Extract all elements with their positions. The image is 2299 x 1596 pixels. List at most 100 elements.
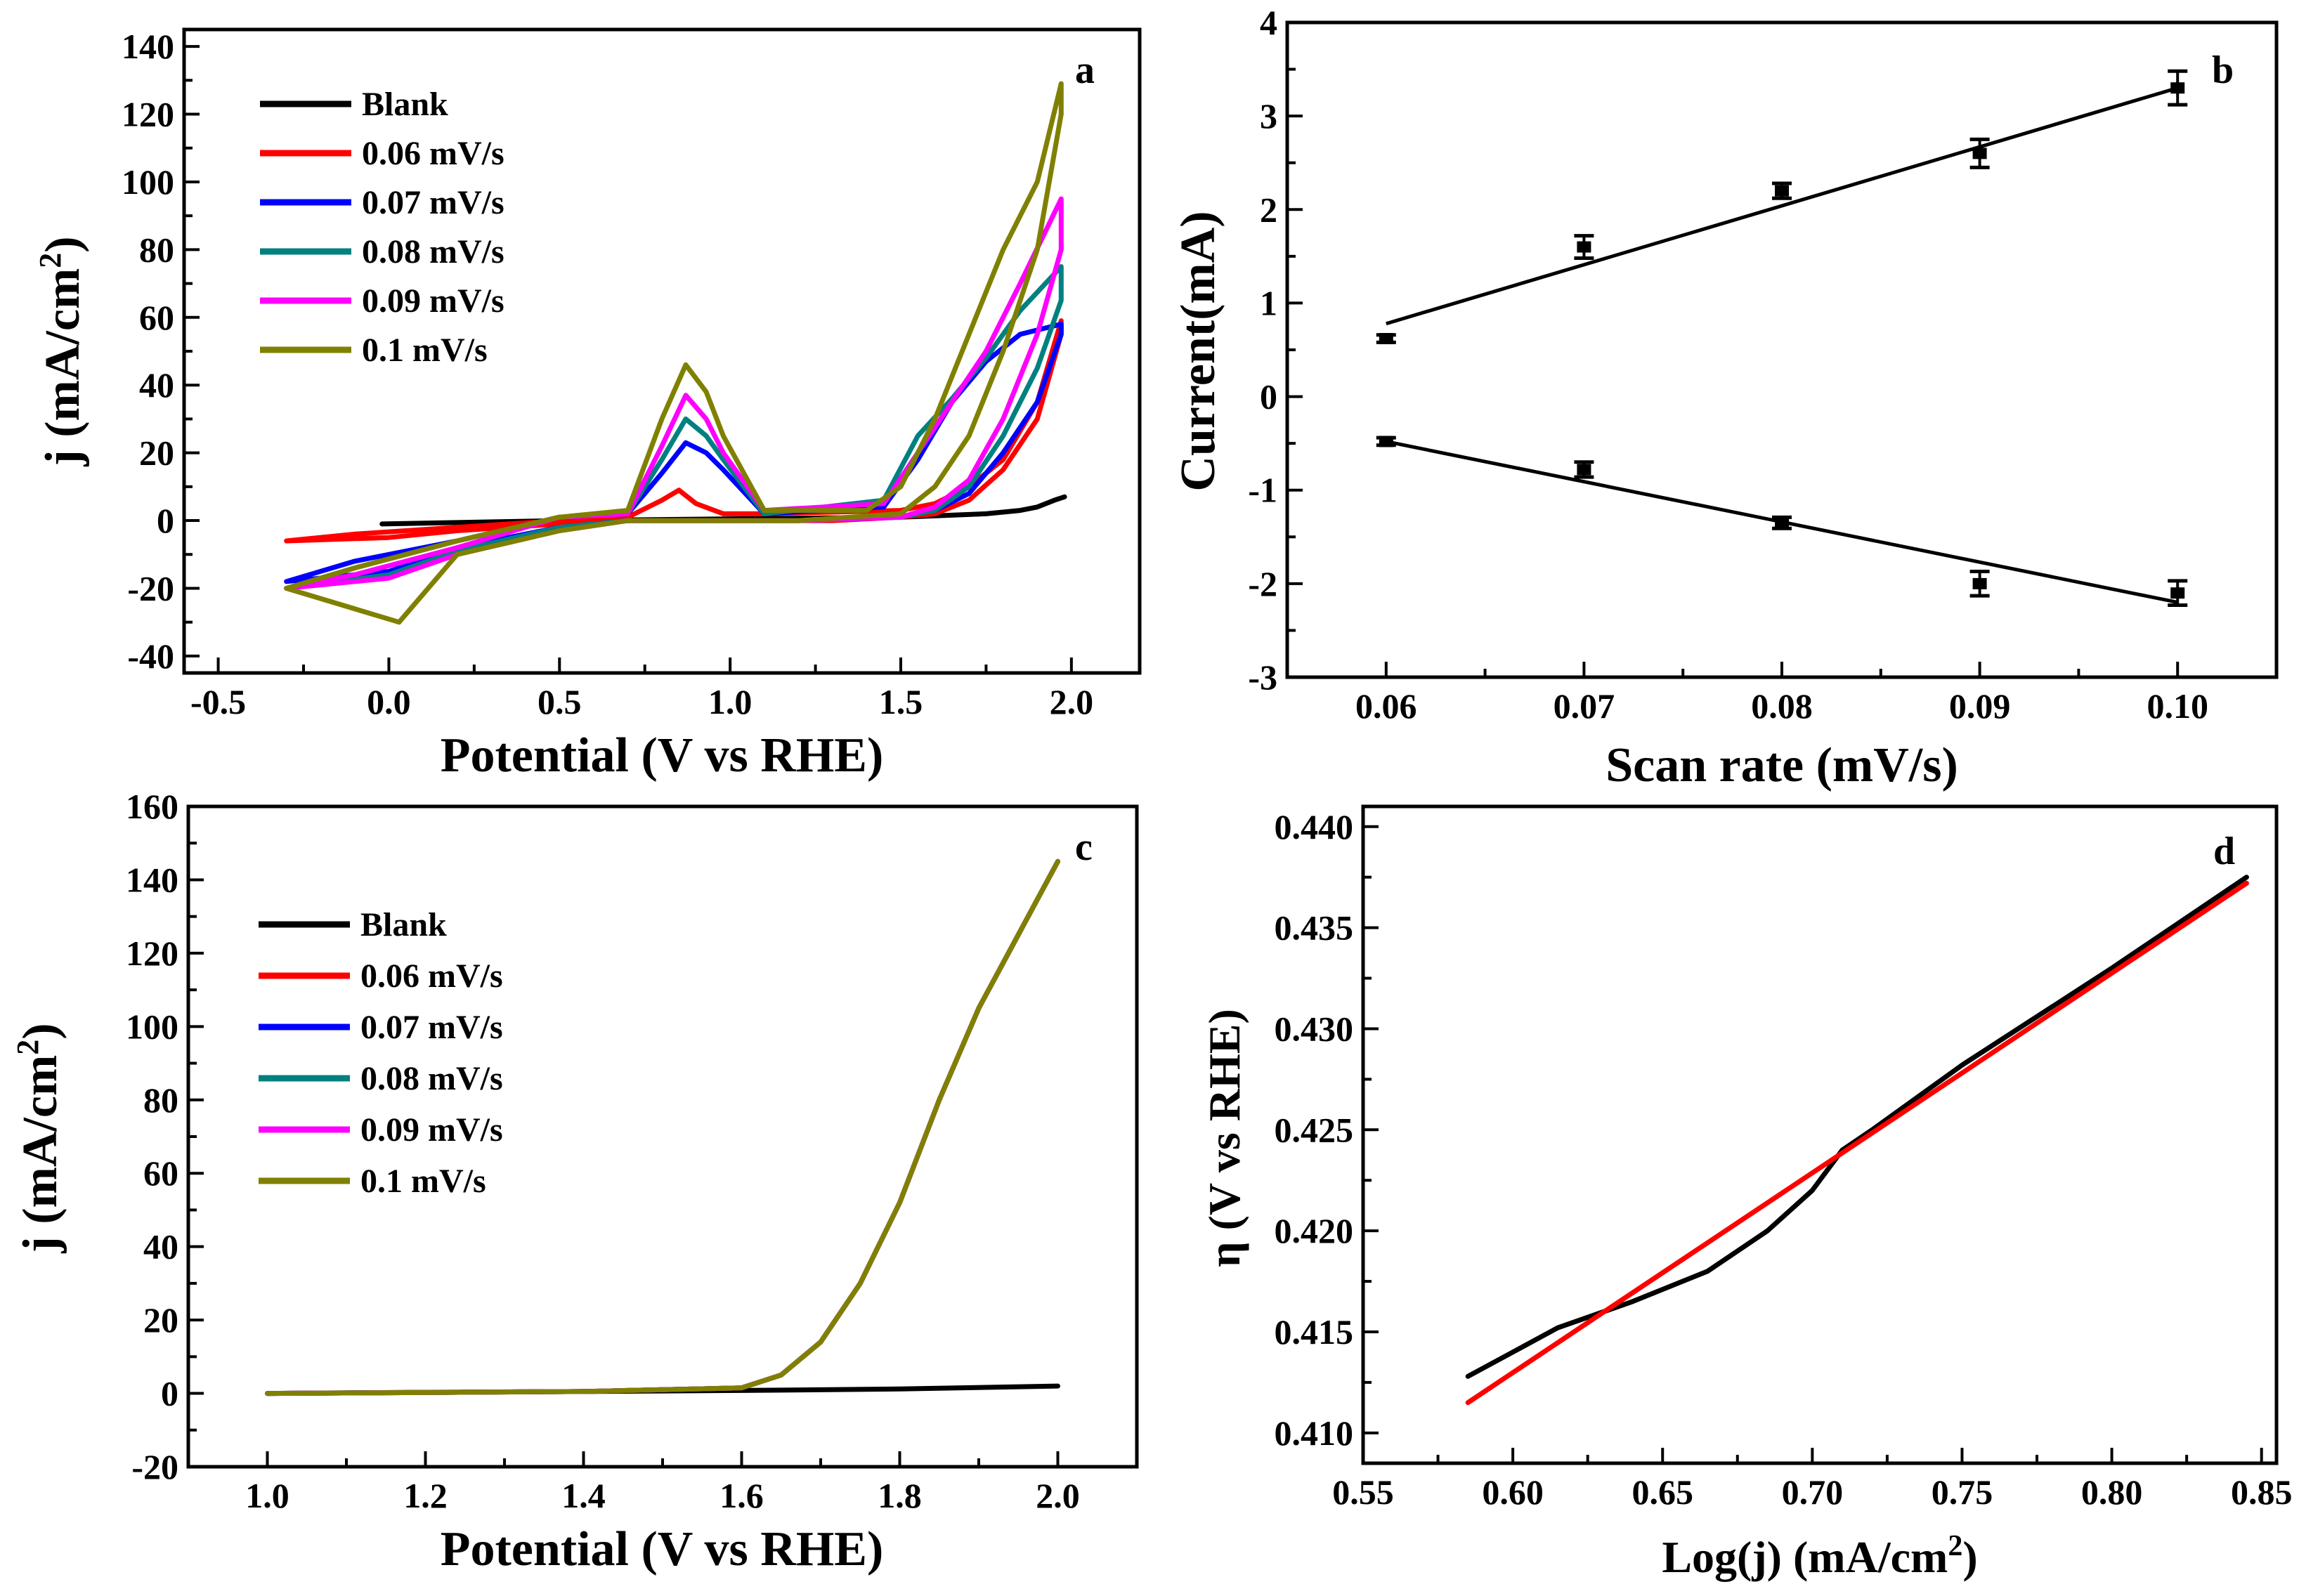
panel-b-point-cathodic xyxy=(1972,577,1987,589)
panel-b-frame xyxy=(1285,20,2279,679)
panel-d-ytick-label: 0.425 xyxy=(1275,1110,1354,1149)
panel-c-xtick-label: 2.0 xyxy=(1036,1476,1080,1515)
panel-a-legend-label: 0.08 mV/s xyxy=(362,233,504,270)
panel-c-xlabel: Potential (V vs RHE) xyxy=(441,1522,884,1576)
panel-c-series-0-1-mv-s xyxy=(265,858,1060,1396)
panel-d-ytick-label: 0.410 xyxy=(1275,1413,1354,1453)
panel-c-ytick-label: -20 xyxy=(131,1447,178,1486)
panel-b-point-cathodic xyxy=(1379,436,1393,447)
panel-c-series xyxy=(265,858,1060,1396)
panel-d-ytick-label: 0.420 xyxy=(1275,1211,1354,1250)
panel-d-xtick-label: 0.65 xyxy=(1632,1472,1693,1512)
panel-b-point-anodic xyxy=(1577,241,1591,253)
panel-b-ytick-label: -1 xyxy=(1248,471,1277,510)
panel-c-xtick-label: 1.6 xyxy=(719,1476,764,1515)
panel-b-point-cathodic xyxy=(1775,517,1789,529)
panel-c-xtick-label: 1.4 xyxy=(561,1476,606,1515)
panel-c-xtick-label: 1.0 xyxy=(245,1476,289,1515)
panel-a-ytick-label: 120 xyxy=(122,95,174,134)
panel-c-ytick-label: 140 xyxy=(126,860,178,899)
panel-d-xtick-label: 0.80 xyxy=(2081,1472,2143,1512)
panel-d-ytick-label: 0.430 xyxy=(1275,1009,1354,1048)
panel-c-ytick-label: 40 xyxy=(143,1227,178,1267)
panel-b-ytick-label: -2 xyxy=(1248,564,1277,603)
panel-a-xtick-label: 0.0 xyxy=(367,682,411,721)
panel-c-ytick-label: 100 xyxy=(126,1007,178,1046)
panel-d-series xyxy=(1465,875,2249,1406)
panel-b-xtick-label: 0.08 xyxy=(1751,686,1813,726)
panel-c-ytick-label: 80 xyxy=(143,1080,178,1120)
panel-b-xlabel: Scan rate (mV/s) xyxy=(1606,738,1958,792)
panel-d-ytick-label: 0.415 xyxy=(1275,1312,1354,1352)
panel-b-ylabel: Current(mA) xyxy=(1171,211,1225,491)
panel-a-label: a xyxy=(1075,48,1095,92)
panel-a-xtick-label: 2.0 xyxy=(1050,682,1094,721)
panel-c-legend-label: 0.08 mV/s xyxy=(360,1060,503,1097)
panel-a-legend-label: 0.06 mV/s xyxy=(362,135,504,172)
panel-b-xtick-label: 0.10 xyxy=(2147,686,2208,726)
panel-b-ytick-label: 0 xyxy=(1260,377,1277,417)
panel-c-frame xyxy=(186,804,1139,1469)
panel-c-legend-label: Blank xyxy=(360,906,447,943)
panel-b-ytick-label: 4 xyxy=(1260,3,1277,42)
panel-b-point-anodic xyxy=(1379,333,1393,345)
panel-c-ytick-label: 20 xyxy=(143,1300,178,1340)
panel-b-xtick-label: 0.07 xyxy=(1554,686,1615,726)
panel-c-ylabel: j (mA/cm2) xyxy=(11,1023,67,1253)
panel-b-point-cathodic xyxy=(2170,587,2185,599)
panel-c: 1.0 1.2 1.4 1.6 1.8 2.0 -20 0 20 40 60 80 100 120 140 1… xyxy=(11,787,1139,1576)
panel-b-fit-line-anodic xyxy=(1386,86,2178,326)
panel-b-label: b xyxy=(2212,48,2234,92)
panel-b-xtick-label: 0.09 xyxy=(1949,686,2011,726)
panel-c-xtick-label: 1.2 xyxy=(403,1476,448,1515)
panel-b-xtick-label: 0.06 xyxy=(1355,686,1417,726)
panel-b-ytick-label: 3 xyxy=(1260,96,1277,136)
panel-c-ytick-label: 120 xyxy=(126,934,178,973)
panel-c-ytick-label: 160 xyxy=(126,787,178,826)
panel-d-xtick-label: 0.70 xyxy=(1782,1472,1844,1512)
panel-a-series xyxy=(284,81,1067,625)
panel-a-xlabel: Potential (V vs RHE) xyxy=(441,728,884,783)
panel-a-ytick-label: 100 xyxy=(122,162,174,202)
panel-d-ytick-label: 0.435 xyxy=(1275,908,1354,948)
panel-b-point-anodic xyxy=(1775,185,1789,197)
panel-a-xtick-label: 0.5 xyxy=(538,682,582,721)
panel-d: 0.55 0.60 0.65 0.70 0.75 0.80 0.85 0.410 0.415 0.… xyxy=(1199,804,2293,1582)
panel-a-legend-label: 0.1 mV/s xyxy=(362,332,488,369)
panel-a: -0.5 0.0 0.5 1.0 1.5 2.0 -40 -20 0 20 40 60 80 100 120… xyxy=(33,27,1142,783)
panel-a-ytick-label: 80 xyxy=(139,230,174,269)
panel-a-ytick-label: 20 xyxy=(139,433,174,473)
panel-d-frame xyxy=(1361,804,2279,1465)
panel-a-ytick-label: 0 xyxy=(157,501,174,540)
panel-c-ytick-label: 60 xyxy=(143,1153,178,1193)
panel-d-series-data xyxy=(1465,875,2249,1379)
panel-d-label: d xyxy=(2213,830,2235,873)
panel-d-xtick-label: 0.55 xyxy=(1332,1472,1394,1512)
panel-d-ytick-label: 0.440 xyxy=(1275,807,1354,846)
panel-d-xlabel: Log(j) (mA/cm2) xyxy=(1662,1530,1977,1582)
panel-a-legend: Blank 0.06 mV/s 0.07 mV/s 0.08 mV/s 0.09 mV/… xyxy=(260,86,504,369)
panel-b-series xyxy=(1376,69,2188,607)
panel-a-ytick-label: 140 xyxy=(122,27,174,66)
panel-c-ytick-label: 0 xyxy=(161,1374,178,1413)
panel-a-ytick-label: 60 xyxy=(139,298,174,337)
panel-b-ytick-label: 2 xyxy=(1260,190,1277,229)
panel-d-xtick-label: 0.60 xyxy=(1482,1472,1544,1512)
panel-c-xtick-label: 1.8 xyxy=(878,1476,922,1515)
panel-c-legend-label: 0.1 mV/s xyxy=(360,1163,486,1200)
panel-a-legend-label: 0.09 mV/s xyxy=(362,282,504,320)
panel-a-ytick-label: -20 xyxy=(127,568,174,608)
panel-b: 0.06 0.07 0.08 0.09 0.10 -3 -2 -1 0 1 2 3 4 b Scan r… xyxy=(1171,3,2279,792)
panel-a-ytick-label: 40 xyxy=(139,365,174,405)
panel-c-legend-label: 0.09 mV/s xyxy=(360,1111,503,1149)
panel-d-xtick-label: 0.85 xyxy=(2231,1472,2293,1512)
panel-c-legend-label: 0.06 mV/s xyxy=(360,957,503,995)
panel-b-point-anodic xyxy=(2170,82,2185,94)
panel-d-xtick-label: 0.75 xyxy=(1932,1472,1993,1512)
panel-d-ylabel: η (V vs RHE) xyxy=(1199,1009,1249,1267)
panel-a-xtick-label: 1.5 xyxy=(879,682,923,721)
panel-d-series-fit xyxy=(1465,880,2249,1406)
panel-a-ytick-label: -40 xyxy=(127,636,174,676)
panel-b-point-anodic xyxy=(1972,148,1987,159)
